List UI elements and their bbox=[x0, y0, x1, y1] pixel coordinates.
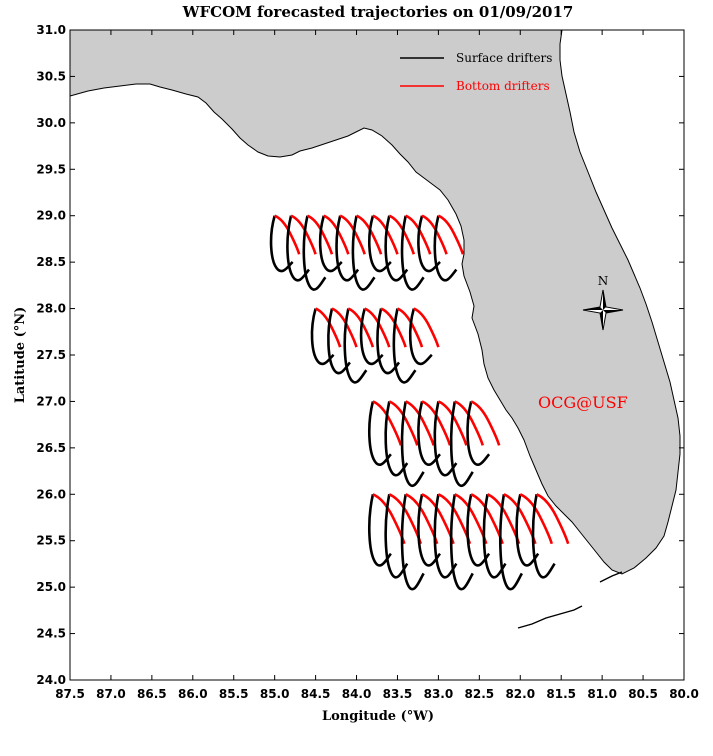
x-tick-label: 86.5 bbox=[137, 687, 167, 701]
surface-trajectory bbox=[392, 308, 417, 384]
x-tick-label: 85.5 bbox=[219, 687, 249, 701]
bottom-trajectory bbox=[347, 307, 375, 348]
y-tick-label: 27.0 bbox=[36, 394, 66, 408]
land-keys bbox=[517, 571, 623, 629]
y-axis-label: Latitude (°N) bbox=[13, 307, 28, 404]
surface-trajectory bbox=[400, 401, 425, 488]
surface-trajectory bbox=[400, 215, 425, 291]
surface-trajectory bbox=[351, 215, 376, 291]
y-tick-label: 30.0 bbox=[36, 116, 66, 130]
bottom-trajectory bbox=[519, 493, 554, 545]
land-florida bbox=[69, 29, 681, 575]
y-tick-label: 31.0 bbox=[36, 23, 66, 37]
legend: Surface drifters Bottom drifters bbox=[400, 51, 552, 93]
bottom-trajectory bbox=[372, 400, 403, 446]
x-tick-label: 83.5 bbox=[383, 687, 413, 701]
x-tick-label: 81.5 bbox=[546, 687, 576, 701]
y-tick-label: 25.0 bbox=[36, 580, 66, 594]
x-tick-label: 85.0 bbox=[260, 687, 290, 701]
x-tick-label: 82.5 bbox=[465, 687, 495, 701]
surface-trajectory bbox=[302, 215, 327, 291]
bottom-trajectory bbox=[437, 400, 468, 446]
bottom-trajectory bbox=[355, 214, 383, 255]
bottom-trajectory bbox=[339, 214, 366, 255]
y-axis: 31.0 30.5 30.0 29.5 29.0 28.5 28.0 27.5 27.0 26.5… bbox=[36, 23, 684, 687]
bottom-trajectory bbox=[331, 307, 358, 348]
bottom-trajectory bbox=[405, 214, 432, 255]
compass-rose: N bbox=[582, 274, 624, 331]
bottom-trajectory bbox=[413, 307, 440, 348]
legend-surface-label: Surface drifters bbox=[456, 51, 552, 65]
y-tick-label: 29.5 bbox=[36, 162, 66, 176]
bottom-trajectory bbox=[323, 214, 350, 255]
bottom-trajectory bbox=[315, 307, 342, 348]
bottom-trajectory bbox=[372, 214, 399, 255]
plot-area: Surface drifters Bottom drifters N OCG@U… bbox=[69, 29, 684, 680]
y-tick-label: 29.0 bbox=[36, 209, 66, 223]
bottom-trajectory bbox=[396, 307, 424, 348]
bottom-trajectory bbox=[421, 400, 452, 446]
bottom-trajectory bbox=[421, 214, 448, 255]
bottom-trajectory bbox=[290, 214, 317, 255]
y-tick-label: 24.0 bbox=[36, 673, 66, 687]
surface-trajectory bbox=[400, 494, 425, 591]
x-axis: 87.5 87.0 86.5 86.0 85.5 85.0 84.5 84.0 83.5 83.0… bbox=[55, 30, 699, 701]
bottom-trajectory bbox=[380, 307, 407, 348]
x-tick-label: 87.5 bbox=[55, 687, 85, 701]
x-tick-label: 80.5 bbox=[628, 687, 658, 701]
surface-trajectory bbox=[343, 308, 368, 384]
surface-trajectory bbox=[449, 401, 474, 488]
y-tick-label: 26.0 bbox=[36, 487, 66, 501]
surface-trajectory bbox=[498, 494, 524, 591]
bottom-trajectory bbox=[536, 493, 570, 545]
x-tick-label: 84.0 bbox=[342, 687, 372, 701]
y-tick-label: 27.5 bbox=[36, 348, 66, 362]
y-tick-label: 26.5 bbox=[36, 441, 66, 455]
x-tick-label: 80.0 bbox=[669, 687, 699, 701]
bottom-trajectory bbox=[274, 214, 301, 255]
x-tick-label: 84.5 bbox=[301, 687, 331, 701]
bottom-trajectory bbox=[388, 214, 416, 255]
bottom-trajectory bbox=[364, 307, 391, 348]
trajectories bbox=[269, 214, 570, 591]
y-tick-label: 25.5 bbox=[36, 534, 66, 548]
x-axis-label: Longitude (°W) bbox=[322, 709, 434, 724]
surface-trajectory bbox=[449, 494, 474, 591]
x-tick-label: 86.0 bbox=[178, 687, 208, 701]
surface-trajectory bbox=[531, 494, 556, 579]
bottom-trajectory bbox=[388, 400, 419, 446]
legend-bottom-label: Bottom drifters bbox=[456, 79, 550, 93]
bottom-trajectory bbox=[437, 214, 465, 255]
x-tick-label: 82.0 bbox=[505, 687, 535, 701]
watermark: OCG@USF bbox=[538, 393, 628, 412]
y-tick-label: 30.5 bbox=[36, 69, 66, 83]
y-tick-label: 24.5 bbox=[36, 627, 66, 641]
surface-trajectory bbox=[466, 401, 491, 466]
y-tick-label: 28.0 bbox=[36, 302, 66, 316]
compass-label: N bbox=[598, 274, 609, 288]
bottom-trajectory bbox=[405, 400, 435, 446]
surface-trajectory bbox=[408, 308, 433, 366]
x-tick-label: 81.0 bbox=[587, 687, 617, 701]
x-tick-label: 87.0 bbox=[96, 687, 126, 701]
bottom-trajectory bbox=[454, 400, 485, 446]
bottom-trajectory bbox=[306, 214, 334, 255]
y-tick-label: 28.5 bbox=[36, 255, 66, 269]
bottom-trajectory bbox=[470, 400, 501, 446]
surface-trajectory bbox=[433, 215, 458, 282]
x-tick-label: 83.0 bbox=[424, 687, 454, 701]
map-title: WFCOM forecasted trajectories on 01/09/2… bbox=[182, 3, 574, 21]
